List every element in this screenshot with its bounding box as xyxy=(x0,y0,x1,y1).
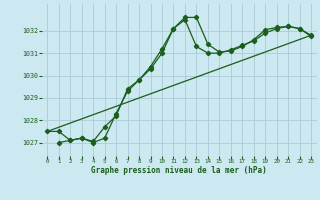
X-axis label: Graphe pression niveau de la mer (hPa): Graphe pression niveau de la mer (hPa) xyxy=(91,166,267,175)
